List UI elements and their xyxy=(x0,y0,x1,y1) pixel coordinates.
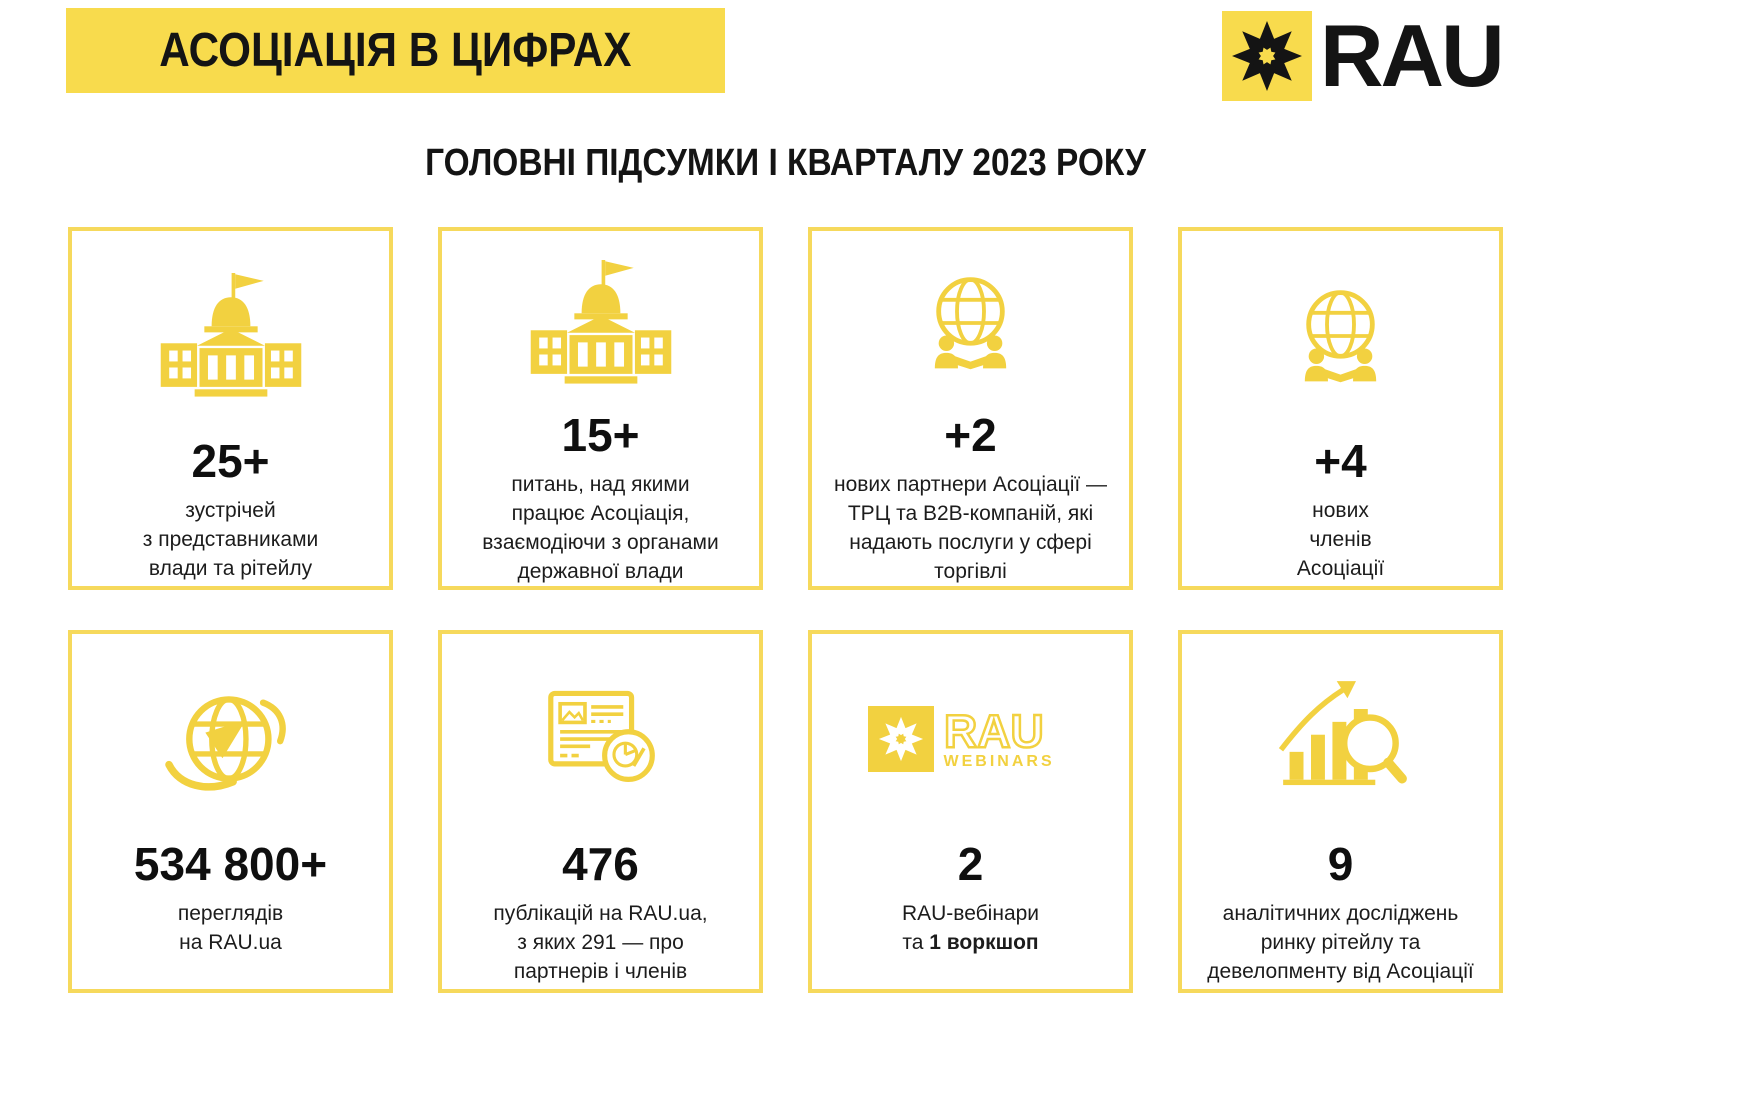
rau-webinars-logo: RAU WEBINARS xyxy=(867,656,1074,821)
page-title: АСОЦІАЦІЯ В ЦИФРАХ xyxy=(159,24,632,77)
stat-card-meetings: 25+ зустрічей з представниками влади та … xyxy=(68,227,393,590)
subtitle-wrap: ГОЛОВНІ ПІДСУМКИ І КВАРТАЛУ 2023 РОКУ xyxy=(68,142,1503,185)
rau-webinars-wordmark: RAU xyxy=(944,707,1045,755)
stat-value: +2 xyxy=(944,409,997,461)
capitol-building-icon xyxy=(146,253,316,418)
stat-value: 15+ xyxy=(561,409,640,461)
globe-partnership-icon xyxy=(1273,253,1408,418)
stat-card-research: 9 аналітичних досліджень ринку рітейлу т… xyxy=(1178,630,1503,993)
stat-card-publications: 476 публікацій на RAU.ua, з яких 291 — п… xyxy=(438,630,763,993)
globe-growth-icon xyxy=(156,656,306,821)
stat-description: аналітичних досліджень ринку рітейлу та … xyxy=(1207,902,1474,983)
svg-text:RAU: RAU xyxy=(944,707,1044,755)
stat-description: нових партнери Асоціації — ТРЦ та B2B-ко… xyxy=(833,473,1108,583)
stat-value: 476 xyxy=(562,838,639,890)
stat-description: RAU-вебінари та 1 воркшоп xyxy=(901,902,1040,954)
rau-logo-text: RAU xyxy=(1320,6,1505,105)
stat-card-members: +4 нових членів Асоціації xyxy=(1178,227,1503,590)
stat-value: 534 800+ xyxy=(133,838,328,890)
stat-description: питань, над якими працює Асоціація, взає… xyxy=(482,473,719,583)
stat-description: нових членів Асоціації xyxy=(1296,499,1385,580)
stat-value: 2 xyxy=(957,838,984,890)
globe-partnership-icon xyxy=(903,253,1038,392)
stat-value: +4 xyxy=(1314,435,1367,487)
rau-star-icon xyxy=(1232,21,1302,91)
rau-logo: RAU xyxy=(1222,6,1505,105)
subtitle: ГОЛОВНІ ПІДСУМКИ І КВАРТАЛУ 2023 РОКУ xyxy=(425,142,1146,184)
rau-star-icon xyxy=(878,716,923,761)
stat-card-views: 534 800+ переглядів на RAU.ua xyxy=(68,630,393,993)
publications-analytics-icon xyxy=(528,656,673,821)
rau-webinars-square xyxy=(867,705,934,772)
stat-value: 25+ xyxy=(191,435,270,487)
stat-value: 9 xyxy=(1327,838,1354,890)
stat-description: зустрічей з представниками влади та ріте… xyxy=(142,499,319,580)
rau-webinars-sub: WEBINARS xyxy=(943,752,1055,770)
stat-card-issues: 15+ питань, над якими працює Асоціація, … xyxy=(438,227,763,590)
stats-grid: 25+ зустрічей з представниками влади та … xyxy=(68,227,1503,993)
stat-card-partners: +2 нових партнери Асоціації — ТРЦ та B2B… xyxy=(808,227,1133,590)
capitol-building-icon xyxy=(516,253,686,392)
rau-logo-square xyxy=(1222,11,1312,101)
stat-card-webinars: RAU WEBINARS 2 RAU-вебінари та 1 воркшоп xyxy=(808,630,1133,993)
title-banner: АСОЦІАЦІЯ В ЦИФРАХ xyxy=(66,8,725,93)
stat-description: переглядів на RAU.ua xyxy=(177,902,284,954)
research-analytics-icon xyxy=(1266,656,1416,821)
stat-description: публікацій на RAU.ua, з яких 291 — про п… xyxy=(493,902,708,983)
